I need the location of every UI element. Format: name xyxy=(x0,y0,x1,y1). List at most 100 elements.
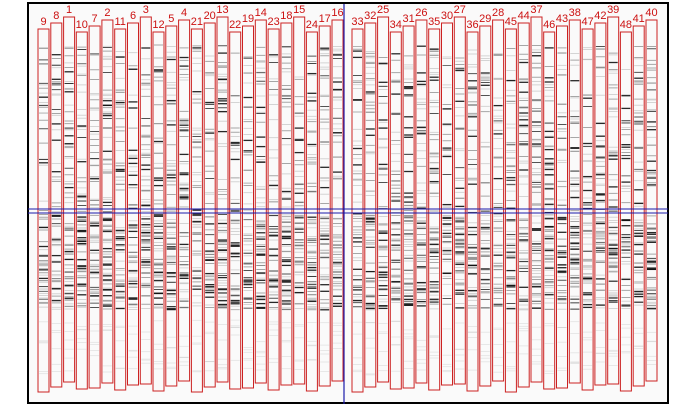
lane-26-outline[interactable] xyxy=(415,19,428,384)
lane-bands xyxy=(557,47,567,371)
lane-label: 39 xyxy=(607,4,619,16)
lane-1-outline[interactable] xyxy=(63,16,76,383)
lane-bands xyxy=(320,47,330,373)
lane-bands xyxy=(378,57,388,372)
lane-36-outline[interactable] xyxy=(466,31,479,392)
lane-29-outline[interactable] xyxy=(479,25,492,387)
lane-43-outline[interactable] xyxy=(556,25,568,389)
lane-25-outline[interactable] xyxy=(377,16,390,383)
lane-33-outline[interactable] xyxy=(351,28,364,393)
lane-12-outline[interactable] xyxy=(152,31,165,392)
lane-label: 5 xyxy=(168,13,174,25)
crosshair[interactable] xyxy=(28,4,668,404)
lane-label: 17 xyxy=(319,13,331,25)
lane-4-outline[interactable] xyxy=(178,19,191,382)
lane-bands xyxy=(243,56,253,369)
lane-31-outline[interactable] xyxy=(402,25,415,389)
lanes-layer xyxy=(37,16,658,393)
lane-16-outline[interactable] xyxy=(331,19,344,382)
lane-label: 42 xyxy=(594,10,606,22)
lane-34-outline[interactable] xyxy=(389,31,402,390)
lane-19-outline[interactable] xyxy=(242,25,254,389)
lane-bands xyxy=(64,46,74,372)
lane-13-outline[interactable] xyxy=(216,16,229,383)
lane-label: 36 xyxy=(466,19,478,31)
lane-bands xyxy=(128,52,138,370)
lane-15-outline[interactable] xyxy=(293,16,306,385)
lane-35-outline[interactable] xyxy=(428,28,441,391)
lane-bands xyxy=(154,44,163,370)
lane-2-outline[interactable] xyxy=(101,19,114,384)
lane-8-outline[interactable] xyxy=(50,22,63,388)
lane-label: 24 xyxy=(306,19,318,31)
lane-bands xyxy=(519,45,529,355)
lane-30-outline[interactable] xyxy=(441,22,453,386)
lane-label: 29 xyxy=(479,13,491,25)
lane-28-outline[interactable] xyxy=(492,19,505,382)
lane-40-outline[interactable] xyxy=(645,19,658,382)
lane-bands xyxy=(269,54,279,363)
lane-label: 9 xyxy=(40,16,46,28)
lane-23-outline[interactable] xyxy=(267,28,280,391)
lane-bands xyxy=(353,46,362,373)
lane-bands xyxy=(570,53,580,364)
lane-3-outline[interactable] xyxy=(139,16,152,385)
lane-label: 33 xyxy=(351,16,363,28)
lane-46-outline[interactable] xyxy=(543,31,556,390)
lane-bands xyxy=(141,47,151,364)
lane-27-outline[interactable] xyxy=(453,16,466,385)
lane-17-outline[interactable] xyxy=(318,25,331,387)
lane-10-outline[interactable] xyxy=(75,31,88,390)
lane-22-outline[interactable] xyxy=(229,31,242,390)
lane-bands xyxy=(442,56,452,373)
lane-9-outline[interactable] xyxy=(37,28,50,393)
lane-label: 46 xyxy=(543,19,555,31)
lane-bands xyxy=(532,45,541,365)
lane-label: 12 xyxy=(152,19,164,31)
lane-32-outline[interactable] xyxy=(364,22,377,388)
lane-5-outline[interactable] xyxy=(165,25,178,387)
lane-label: 4 xyxy=(181,7,187,19)
lane-label: 31 xyxy=(402,13,414,25)
lane-label: 38 xyxy=(569,7,581,19)
lane-39-outline[interactable] xyxy=(607,16,620,385)
lane-24-outline[interactable] xyxy=(305,31,318,392)
lane-bands xyxy=(416,45,426,371)
lane-label: 30 xyxy=(441,10,453,22)
lane-14-outline[interactable] xyxy=(254,19,267,384)
lane-label: 20 xyxy=(204,10,216,22)
lane-20-outline[interactable] xyxy=(203,22,216,388)
lane-label: 21 xyxy=(191,16,203,28)
lane-label: 19 xyxy=(242,13,254,25)
lane-bands xyxy=(544,47,554,375)
lane-6-outline[interactable] xyxy=(127,22,139,386)
lane-21-outline[interactable] xyxy=(190,28,203,393)
bands-layer xyxy=(39,44,656,376)
lane-41-outline[interactable] xyxy=(632,25,645,387)
lane-label: 34 xyxy=(390,19,402,31)
lane-bands xyxy=(256,46,266,371)
lane-48-outline[interactable] xyxy=(619,31,632,392)
lane-38-outline[interactable] xyxy=(568,19,581,384)
lane-18-outline[interactable] xyxy=(280,22,293,386)
lane-bands xyxy=(192,45,202,373)
lane-bands xyxy=(480,55,490,363)
lane-label: 11 xyxy=(114,16,125,28)
lane-bands xyxy=(115,51,125,370)
lane-47-outline[interactable] xyxy=(581,28,594,391)
lane-bands xyxy=(205,55,215,372)
lane-bands xyxy=(404,55,414,370)
lane-11-outline[interactable] xyxy=(114,28,127,391)
lane-7-outline[interactable] xyxy=(88,25,101,389)
lane-label: 37 xyxy=(530,4,542,16)
lane-42-outline[interactable] xyxy=(594,22,607,386)
lane-label: 26 xyxy=(415,7,427,19)
lane-45-outline[interactable] xyxy=(504,28,517,393)
lane-label: 23 xyxy=(267,16,279,28)
lane-44-outline[interactable] xyxy=(517,22,530,388)
lane-37-outline[interactable] xyxy=(530,16,543,383)
lane-bands xyxy=(39,47,48,375)
lane-bands xyxy=(51,54,61,372)
lane-bands xyxy=(468,49,477,371)
lane-label: 2 xyxy=(104,7,110,19)
